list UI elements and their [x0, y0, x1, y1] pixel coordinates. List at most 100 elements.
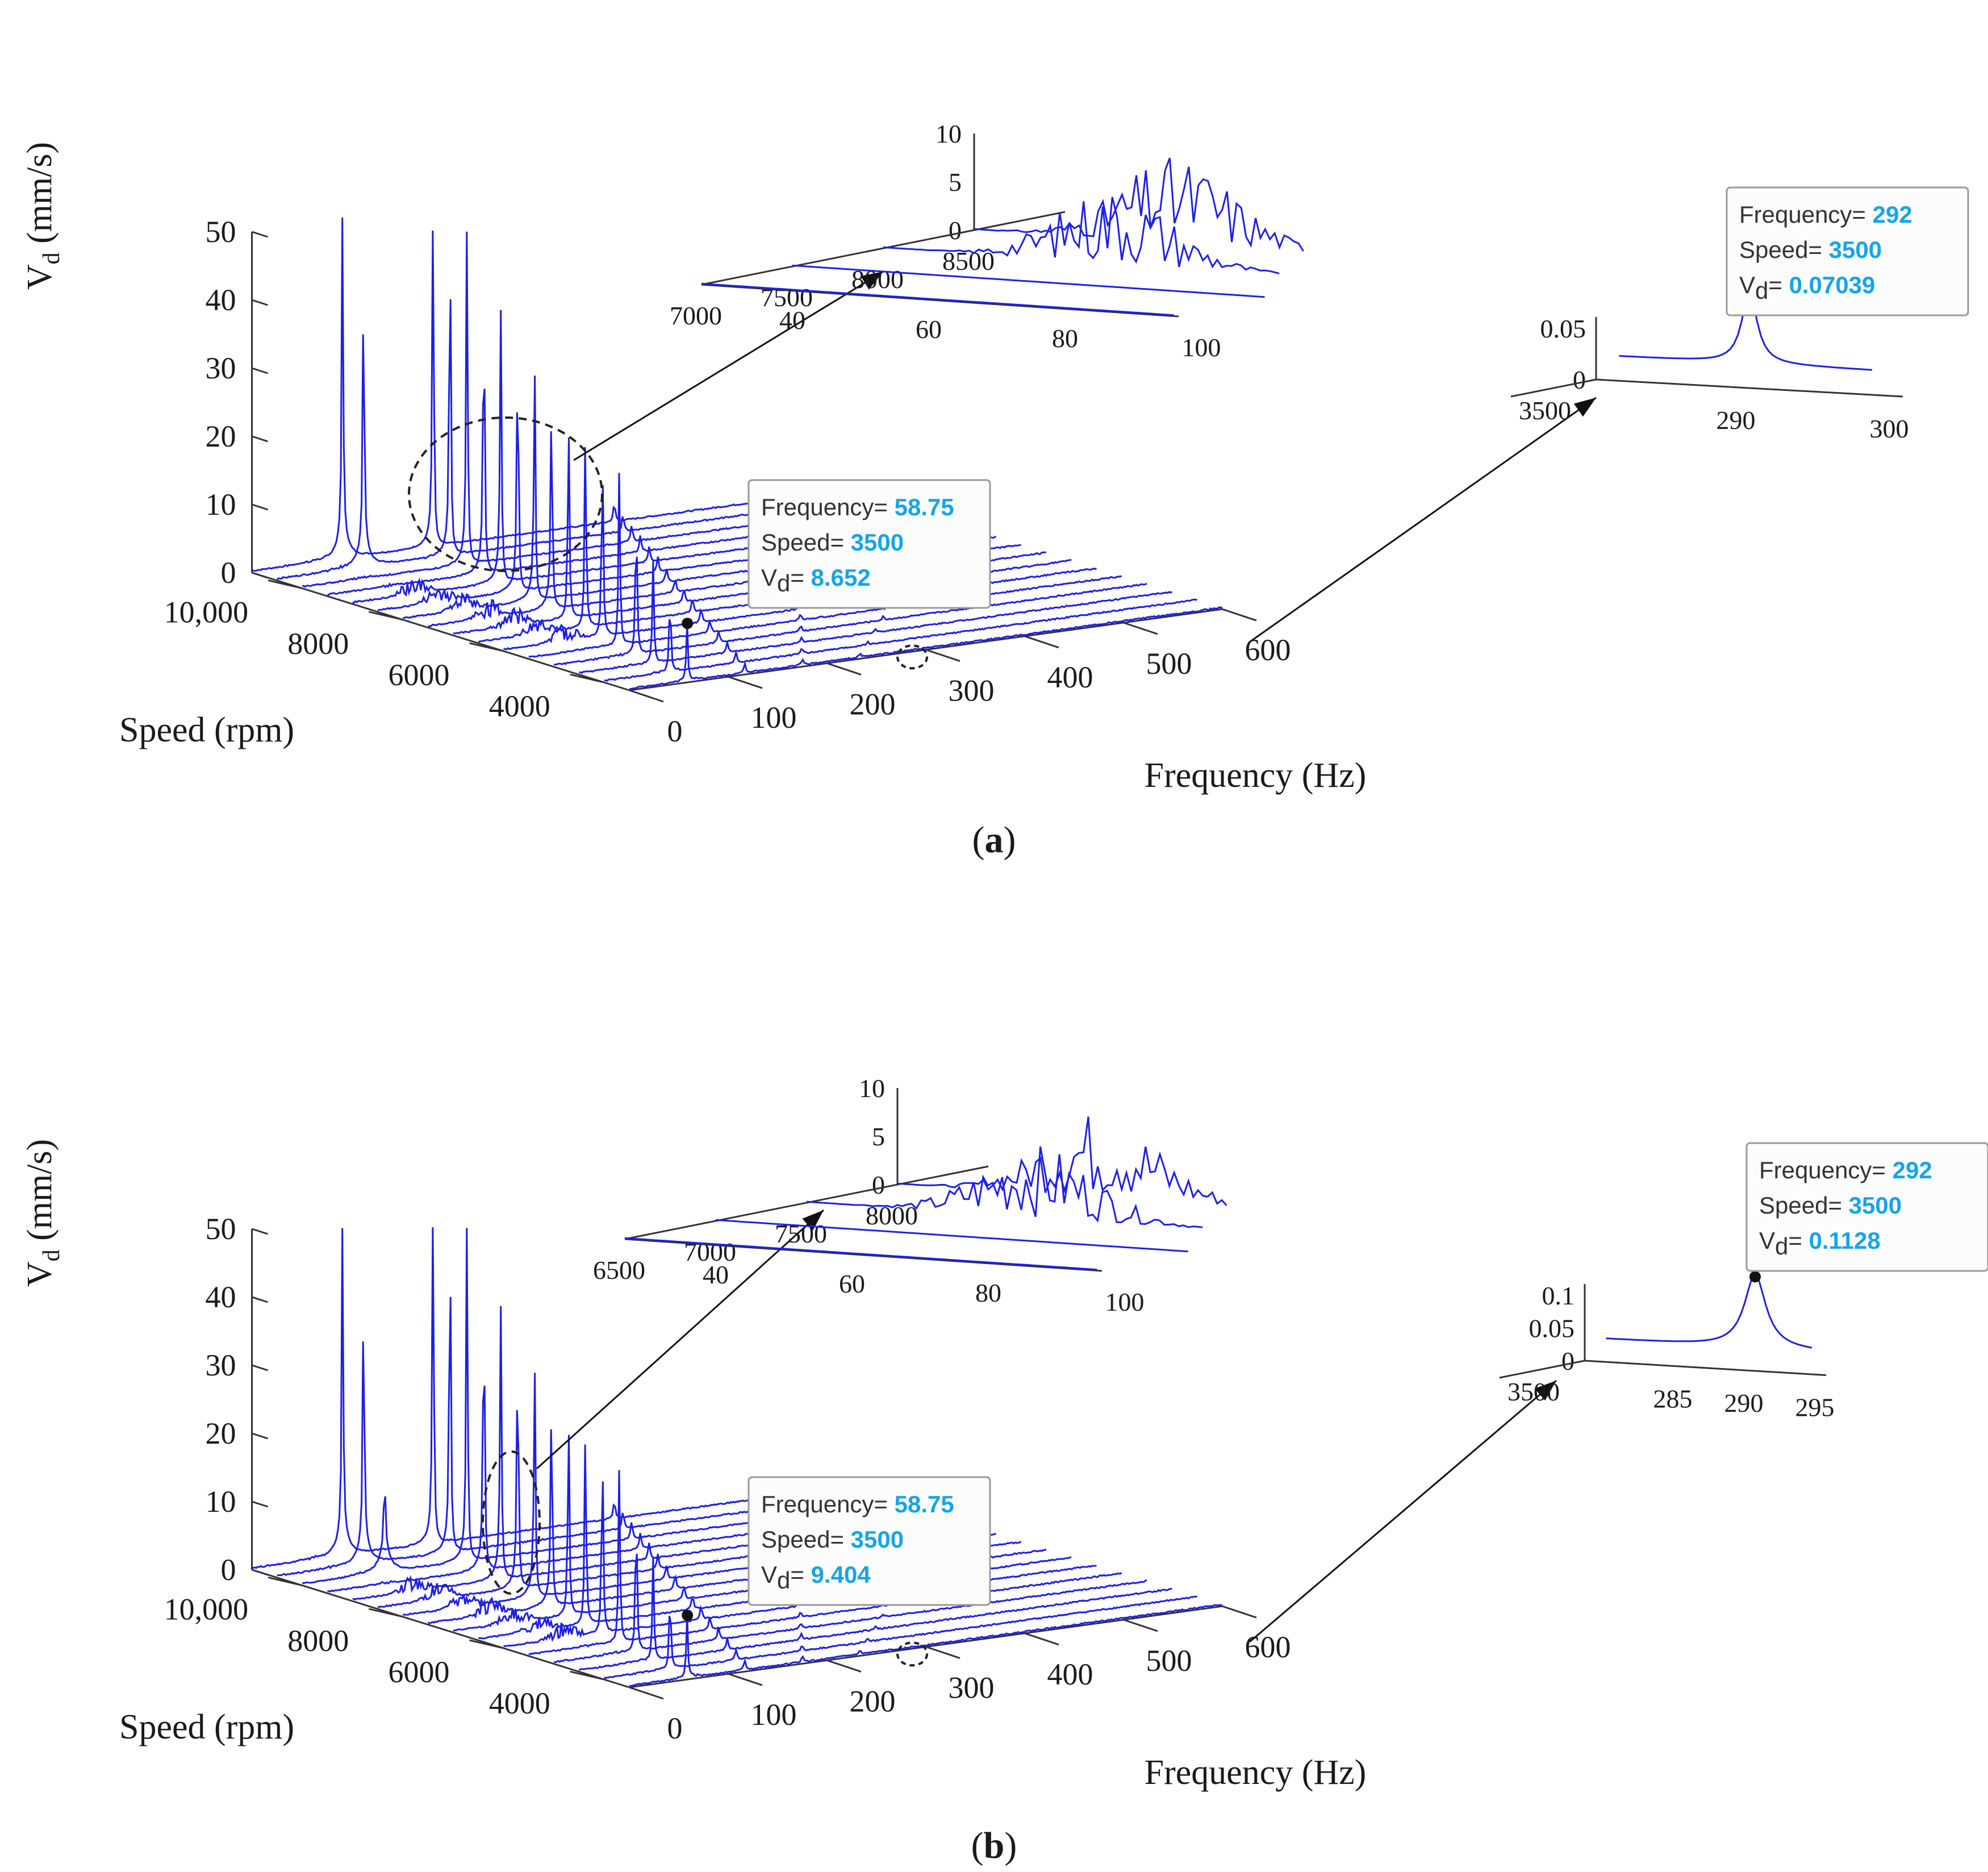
speed-tick: [368, 1608, 403, 1618]
frequency-tick-label: 300: [949, 1671, 995, 1705]
speed-tick-label: 10,000: [164, 595, 249, 629]
speed-tick: [368, 611, 403, 621]
vd-tick: [252, 503, 268, 511]
spectrum-line-4500rpm: [578, 1557, 1172, 1671]
inset-high-frequency-tick-label: 285: [1653, 1385, 1693, 1414]
speed-tick: [268, 579, 303, 590]
frequency-tick-label: 600: [1245, 633, 1291, 667]
inset-high-vd-tick-label: 0: [1561, 1346, 1574, 1375]
datatip-inset-row: Speed= 3500: [1739, 236, 1882, 263]
frequency-tick-label: 500: [1146, 647, 1192, 681]
spectrum-line-5000rpm: [554, 556, 1147, 666]
inset-low-spectrum-line: [624, 1237, 1097, 1271]
datatip-inset-box: [1726, 186, 1969, 316]
inset-high-speed-axis: [1510, 378, 1597, 398]
inset-low-frequency-tick-label: 40: [779, 306, 805, 335]
vd-tick-label: 50: [206, 215, 236, 249]
spectrum-line-3500rpm: [629, 606, 1223, 690]
arrow-to-low-inset-head: [861, 272, 883, 290]
datatip-main-row: Vd= 9.404: [761, 1561, 871, 1594]
datatip-main-row: Speed= 3500: [761, 1526, 904, 1553]
vd-tick: [252, 1296, 268, 1303]
inset-low-frequency-tick-label: 60: [839, 1269, 865, 1298]
vd-axis-label: Vd (mm/s): [20, 142, 65, 290]
datatip-inset-row: Vd= 0.07039: [1739, 272, 1875, 304]
spectrum-line-4000rpm: [603, 1595, 1197, 1679]
vd-tick-label: 40: [206, 1280, 236, 1314]
speed-tick: [570, 1670, 605, 1681]
datatip-main-row: Frequency= 58.75: [761, 1491, 954, 1517]
frequency-tick: [1024, 635, 1059, 649]
inset-low-vd-tick-label: 0: [872, 1170, 885, 1199]
spectrum-line-5500rpm: [528, 473, 1122, 658]
spectrum-line-4000rpm: [604, 598, 1197, 682]
frequency-tick-label: 100: [751, 701, 797, 735]
frequency-tick: [629, 689, 664, 703]
frequency-tick: [1024, 1632, 1059, 1646]
spectrum-line-11000rpm: [251, 1227, 845, 1570]
inset-high-speed-tick-label: 3500: [1507, 1377, 1560, 1406]
datatip-main-row: Vd= 8.652: [761, 564, 871, 597]
inset-low-spectrum-line: [883, 197, 1280, 274]
vd-tick-label: 0: [221, 556, 236, 590]
speed-tick-label: 6000: [389, 658, 450, 692]
spectrum-line-11000rpm: [252, 217, 845, 572]
inset-high-frequency-tick-label: 300: [1870, 414, 1909, 443]
vd-axis-label: Vd (mm/s): [20, 1139, 65, 1287]
spectrum-line-3500rpm: [629, 1604, 1223, 1687]
arrow-to-low-inset: [536, 1209, 825, 1470]
speed-tick-label: 4000: [489, 1686, 550, 1720]
panel-caption: (a): [972, 819, 1016, 861]
frequency-tick-label: 200: [850, 687, 896, 721]
highlight-region-low-freq: [408, 416, 603, 572]
inset-low-spectrum-line: [897, 1116, 1227, 1206]
spectrum-line-4500rpm: [578, 561, 1173, 674]
speed-tick: [570, 673, 605, 683]
inset-high-spectrum-line: [1606, 1273, 1812, 1349]
frequency-tick: [1123, 1619, 1158, 1632]
vd-tick-label: 10: [206, 487, 236, 522]
vd-tick-label: 30: [206, 351, 236, 385]
vd-tick: [252, 1432, 268, 1440]
speed-tick-label: 4000: [489, 689, 550, 723]
vd-tick: [252, 367, 268, 374]
datatip-inset-row: Speed= 3500: [1759, 1192, 1902, 1219]
datatip-main-marker: [682, 618, 694, 629]
frequency-tick-label: 300: [949, 674, 995, 708]
frequency-tick: [1123, 622, 1158, 635]
inset-low-frequency-axis: [701, 283, 1179, 318]
frequency-tick: [925, 649, 960, 662]
inset-low-spectrum-line: [792, 264, 1265, 298]
datatip-main-row: Frequency= 58.75: [761, 494, 954, 520]
inset-low-speed-tick-label: 7000: [670, 301, 722, 330]
inset-low-frequency-tick-label: 80: [1052, 324, 1078, 353]
speed-tick: [268, 1577, 303, 1587]
inset-low-vd-tick-label: 0: [949, 216, 962, 245]
inset-low-frequency-tick-label: 100: [1182, 333, 1221, 362]
inset-high-vd-tick-label: 0.05: [1529, 1314, 1575, 1343]
inset-high-vd-tick-label: 0.1: [1542, 1281, 1575, 1310]
speed-tick-label: 8000: [287, 1624, 349, 1658]
frequency-tick-label: 100: [751, 1698, 797, 1732]
frequency-axis-label: Frequency (Hz): [1145, 756, 1367, 795]
inset-high-vd-tick-label: 0.05: [1540, 314, 1586, 343]
vd-tick: [252, 231, 268, 238]
inset-low-vd-tick-label: 10: [935, 119, 962, 148]
inset-high-datatip-marker: [1749, 1271, 1761, 1283]
datatip-inset-box: [1745, 1142, 1988, 1272]
arrow-to-high-inset: [1249, 397, 1597, 643]
inset-low-frequency-tick-label: 100: [1105, 1287, 1145, 1316]
datatip-main-box: [747, 479, 991, 609]
inset-low-vd-tick-label: 5: [872, 1122, 885, 1151]
vd-tick-label: 10: [206, 1485, 236, 1519]
speed-axis-label: Speed (rpm): [119, 711, 294, 749]
arrow-to-high-inset: [1249, 1379, 1557, 1643]
frequency-axis-label: Frequency (Hz): [1145, 1753, 1367, 1792]
inset-low-frequency-axis: [624, 1238, 1102, 1272]
inset-low-frequency-tick-label: 80: [975, 1278, 1001, 1307]
datatip-inset-row: Frequency= 292: [1739, 201, 1912, 228]
inset-high-speed-tick-label: 3500: [1519, 396, 1571, 425]
frequency-tick: [728, 676, 763, 689]
